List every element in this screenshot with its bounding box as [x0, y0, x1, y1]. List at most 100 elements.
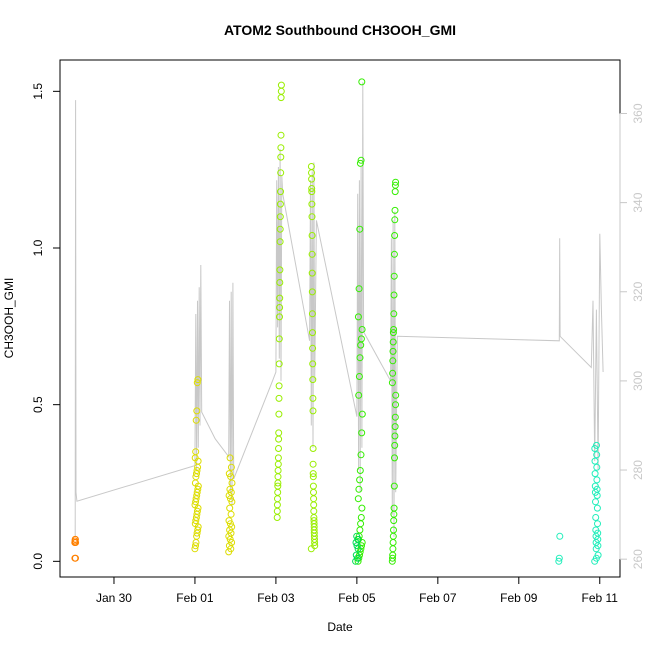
data-point [594, 520, 601, 528]
data-point [391, 181, 399, 189]
data-point [309, 376, 317, 384]
data-point [193, 507, 201, 515]
data-point [356, 467, 364, 474]
data-point [276, 279, 284, 286]
data-point [226, 504, 234, 512]
data-point [277, 153, 285, 161]
x-tick-label: Feb 11 [582, 591, 619, 605]
data-point [390, 291, 398, 299]
y2-tick-label: 300 [631, 371, 645, 391]
data-point [274, 473, 282, 481]
data-point [389, 539, 397, 546]
secondary-line-group [74, 82, 604, 537]
data-point [309, 344, 317, 352]
data-point [227, 463, 235, 471]
data-point [276, 313, 283, 321]
data-point [591, 457, 599, 465]
data-point [71, 535, 79, 543]
data-point [356, 476, 364, 484]
data-point [356, 354, 364, 362]
data-point [277, 131, 285, 139]
data-point [389, 329, 397, 337]
y-tick-label: 0.0 [31, 553, 45, 570]
data-point [226, 485, 234, 493]
data-point [355, 485, 363, 493]
data-point [194, 485, 202, 493]
data-point [591, 482, 599, 490]
data-point [277, 144, 285, 152]
data-point [309, 407, 317, 415]
y2-tick-label: 260 [631, 549, 645, 569]
data-point [358, 429, 366, 437]
data-point [392, 401, 399, 409]
data-point [193, 379, 201, 387]
data-point [275, 360, 283, 368]
data-point [308, 288, 316, 296]
data-point [225, 517, 233, 525]
data-point [194, 376, 202, 384]
data-point [192, 416, 200, 424]
data-point [391, 188, 399, 196]
y-tick-label: 0.5 [31, 396, 45, 413]
data-point [273, 501, 281, 509]
data-point [274, 460, 282, 468]
data-point [274, 467, 282, 474]
data-point [390, 482, 398, 490]
data-point [307, 163, 315, 170]
data-point [354, 313, 362, 321]
data-point [593, 441, 600, 449]
data-point [309, 482, 317, 490]
data-point [228, 479, 236, 487]
y2-axis: 260 280 300 320 340 360 [619, 103, 645, 569]
data-point [310, 507, 318, 515]
x-tick-label: Jan 30 [96, 591, 132, 605]
data-point [355, 373, 363, 380]
data-point [357, 156, 365, 164]
y-tick-label: 1.0 [31, 239, 45, 256]
data-point [388, 379, 396, 387]
data-point [193, 407, 201, 415]
data-point [358, 410, 366, 418]
data-point [193, 467, 201, 474]
data-point [593, 504, 601, 512]
data-point [310, 488, 317, 496]
data-point [275, 435, 283, 443]
data-point [389, 532, 397, 540]
data-point [389, 347, 397, 355]
data-point [276, 266, 284, 274]
data-point [353, 554, 361, 562]
data-point [391, 206, 399, 214]
data-point [389, 357, 397, 365]
data-point [356, 526, 364, 534]
data-point [308, 310, 316, 318]
data-point [276, 225, 284, 233]
data-point [277, 81, 285, 89]
data-point [276, 294, 284, 302]
data-point [276, 213, 284, 221]
data-point [392, 391, 400, 399]
data-point [308, 250, 316, 258]
data-point [392, 178, 400, 186]
data-point [357, 520, 365, 528]
data-point [389, 554, 396, 562]
y-axis: 0.0 0.5 1.0 1.5 [31, 83, 61, 570]
data-point [274, 482, 282, 490]
data-point [555, 557, 563, 565]
data-point [71, 539, 79, 546]
x-tick-label: Feb 03 [257, 591, 295, 605]
data-point [273, 514, 281, 521]
data-point [308, 185, 316, 192]
data-point [594, 551, 602, 559]
data-point [391, 432, 399, 440]
chart-title: ATOM2 Southbound CH3OOH_GMI [224, 22, 456, 38]
data-point [194, 526, 202, 534]
data-point [277, 87, 285, 95]
y2-tick-label: 360 [631, 103, 645, 123]
data-point [390, 526, 397, 534]
data-point [391, 454, 398, 462]
data-point [309, 329, 316, 337]
data-point [357, 514, 365, 521]
data-point [309, 473, 317, 481]
data-point [357, 335, 365, 343]
